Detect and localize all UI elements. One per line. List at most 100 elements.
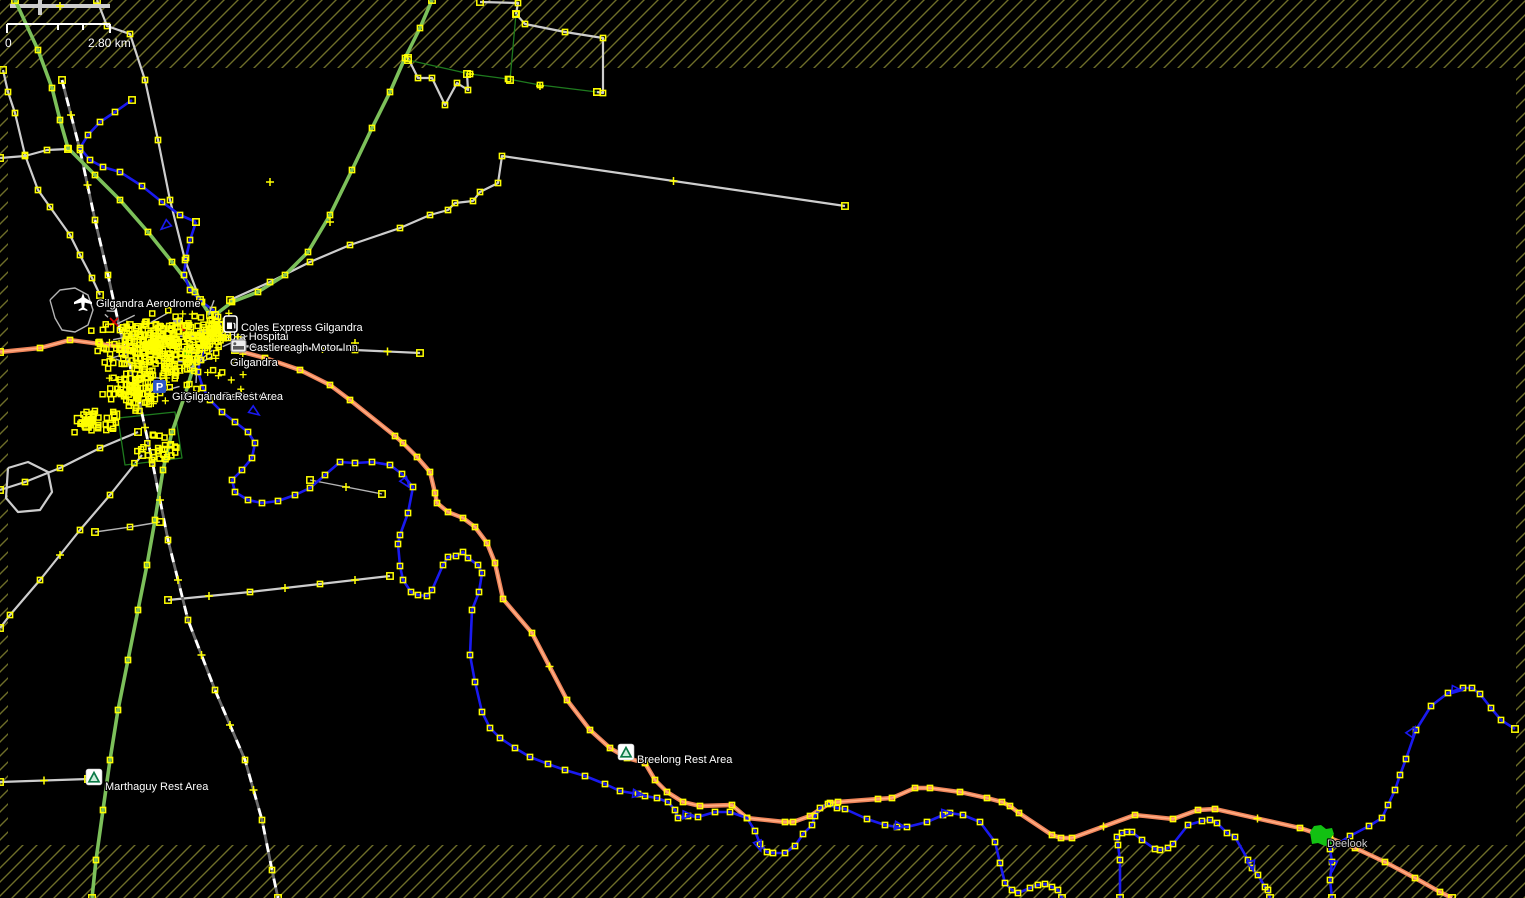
map-node[interactable] (1476, 690, 1484, 698)
map-node[interactable] (211, 686, 219, 694)
map-node[interactable] (1223, 829, 1231, 837)
map-node[interactable] (88, 327, 95, 334)
map-node[interactable] (1497, 716, 1505, 724)
virtual-node[interactable] (105, 374, 113, 382)
map-node[interactable] (81, 420, 92, 430)
map-node[interactable] (321, 471, 329, 479)
map-node[interactable] (160, 451, 167, 458)
map-node[interactable] (126, 523, 134, 531)
map-node[interactable] (391, 432, 399, 440)
map-node[interactable] (206, 396, 214, 404)
map-node[interactable] (220, 335, 228, 342)
map-node[interactable] (138, 182, 146, 190)
map-node[interactable] (781, 849, 789, 857)
map-node[interactable] (426, 468, 434, 476)
map-node[interactable] (444, 206, 452, 214)
map-node[interactable] (91, 528, 99, 536)
map-node[interactable] (102, 426, 110, 434)
virtual-node[interactable] (83, 181, 92, 189)
map-node[interactable] (474, 561, 482, 569)
virtual-node[interactable] (351, 576, 359, 584)
map-node[interactable] (144, 439, 151, 447)
map-node[interactable] (1468, 684, 1476, 692)
town-street[interactable] (116, 314, 136, 325)
map-node[interactable] (1194, 806, 1202, 814)
white-road-way[interactable] (407, 57, 470, 107)
virtual-node[interactable] (177, 320, 185, 328)
map-node[interactable] (91, 171, 99, 179)
map-node[interactable] (426, 211, 434, 219)
map-node[interactable] (881, 821, 889, 829)
map-node[interactable] (306, 476, 314, 484)
map-node[interactable] (171, 443, 179, 450)
map-node[interactable] (1402, 755, 1410, 763)
map-node[interactable] (192, 218, 200, 226)
map-node[interactable] (110, 410, 121, 420)
map-node[interactable] (56, 116, 64, 124)
map-node[interactable] (131, 459, 138, 467)
map-node[interactable] (104, 271, 112, 279)
map-node[interactable] (0, 348, 4, 356)
map-node[interactable] (149, 460, 156, 467)
virtual-node[interactable] (351, 339, 359, 347)
map-node[interactable] (1048, 831, 1056, 839)
map-node[interactable] (88, 427, 95, 434)
map-node[interactable] (147, 371, 154, 378)
map-node[interactable] (154, 136, 162, 144)
map-node[interactable] (244, 496, 252, 504)
map-node[interactable] (506, 76, 514, 84)
virtual-node[interactable] (56, 2, 64, 10)
map-node[interactable] (544, 760, 552, 768)
map-node[interactable] (1116, 856, 1124, 864)
map-node[interactable] (1378, 814, 1386, 822)
map-node[interactable] (1206, 816, 1214, 824)
map-node[interactable] (346, 396, 354, 404)
map-node[interactable] (1396, 771, 1404, 779)
map-node[interactable] (100, 344, 107, 352)
map-node[interactable] (84, 131, 92, 139)
map-node[interactable] (368, 124, 376, 132)
map-node[interactable] (863, 815, 871, 823)
map-node[interactable] (401, 54, 409, 62)
map-node[interactable] (444, 508, 452, 516)
map-node[interactable] (781, 818, 789, 826)
map-node[interactable] (1015, 809, 1023, 817)
map-node[interactable] (398, 470, 406, 478)
map-node[interactable] (561, 28, 569, 36)
virtual-node[interactable] (188, 310, 196, 318)
map-node[interactable] (1006, 802, 1014, 810)
map-node[interactable] (244, 428, 252, 436)
map-node[interactable] (728, 801, 736, 809)
map-node[interactable] (983, 794, 991, 802)
map-node[interactable] (246, 588, 254, 596)
town-street[interactable] (104, 313, 109, 318)
map-node[interactable] (526, 753, 534, 761)
map-node[interactable] (1346, 832, 1354, 840)
map-node[interactable] (396, 562, 404, 570)
map-node[interactable] (536, 81, 544, 89)
map-node[interactable] (834, 798, 842, 806)
map-node[interactable] (172, 335, 179, 342)
thin-road-way[interactable] (94, 521, 161, 533)
map-node[interactable] (152, 335, 159, 342)
map-node[interactable] (116, 196, 124, 204)
map-node[interactable] (95, 414, 102, 421)
map-node[interactable] (1198, 817, 1206, 825)
map-node[interactable] (296, 366, 304, 374)
trunk-road-way[interactable] (90, 344, 202, 898)
map-node[interactable] (478, 708, 486, 716)
map-node[interactable] (976, 818, 984, 826)
map-node[interactable] (258, 816, 266, 824)
virtual-node[interactable] (191, 390, 199, 398)
map-node[interactable] (616, 787, 624, 795)
map-node[interactable] (599, 34, 607, 42)
map-node[interactable] (147, 322, 155, 330)
map-node[interactable] (431, 489, 439, 497)
map-node[interactable] (1131, 811, 1139, 819)
virtual-node[interactable] (105, 338, 113, 346)
virtual-node[interactable] (281, 584, 289, 592)
map-node[interactable] (1014, 889, 1022, 897)
map-node[interactable] (194, 368, 202, 376)
virtual-node[interactable] (231, 359, 239, 367)
